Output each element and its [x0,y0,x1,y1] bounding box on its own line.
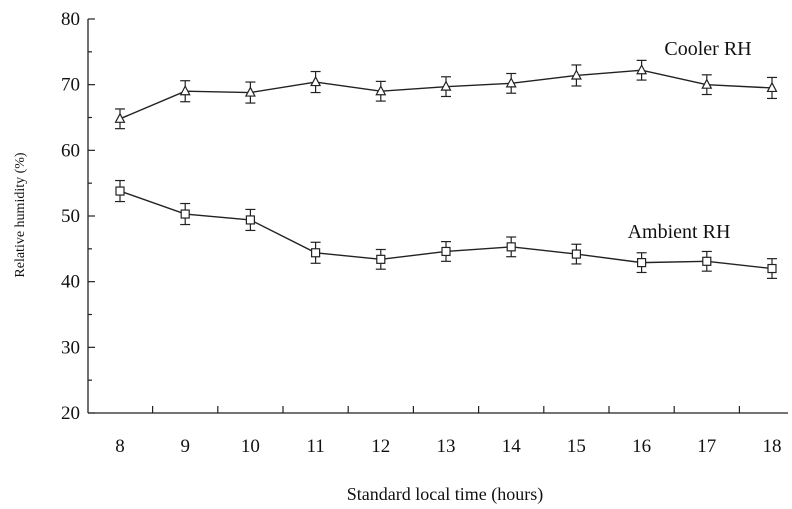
data-point [180,209,190,219]
x-tick-label: 9 [180,436,190,457]
y-tick-label: 30 [61,337,80,358]
data-point [571,249,582,259]
data-point [311,248,321,258]
data-point [114,112,126,123]
y-tick-label: 40 [61,272,80,293]
data-point [245,215,255,225]
y-tick-label: 80 [61,9,80,30]
x-axis-title: Standard local time (hours) [347,484,543,505]
y-axis-title: Relative humidity (%) [13,152,28,278]
y-tick-label: 70 [61,75,80,96]
data-point [376,254,386,264]
data-point [766,81,778,93]
data-point [767,263,777,274]
data-point [636,258,647,268]
data-point [375,84,387,96]
x-tick-label: 10 [241,436,260,457]
x-tick-label: 11 [306,436,324,457]
data-point [702,256,712,266]
series-label-ambient-rh: Ambient RH [628,221,731,243]
series-cooler-rh [114,59,778,130]
series-label-cooler-rh: Cooler RH [664,38,751,60]
data-point [701,78,713,89]
x-tick-label: 17 [697,436,716,457]
data-point [244,86,256,97]
data-point [310,75,322,87]
data-point [115,186,125,196]
data-point [506,242,516,252]
data-point [570,69,582,80]
data-point [505,77,517,88]
x-tick-label: 8 [115,436,125,457]
series-layer [114,59,778,279]
y-tick-label: 50 [61,206,80,227]
x-tick-label: 14 [502,436,522,457]
series-ambient-rh [115,179,777,279]
y-tick-label: 60 [61,140,80,161]
x-tick-label: 16 [632,436,651,457]
data-point [440,80,452,91]
x-tick-label: 13 [437,436,456,457]
y-tick-label: 20 [61,403,80,424]
x-tick-label: 18 [763,436,782,457]
x-tick-label: 15 [567,436,586,457]
x-tick-label: 12 [371,436,390,457]
data-point [179,84,191,96]
data-point [636,63,648,75]
axes: 20 30 40 50 60 70 80 8 9 10 11 12 13 14 15 16 17 18 [61,9,788,457]
data-point [441,246,451,257]
